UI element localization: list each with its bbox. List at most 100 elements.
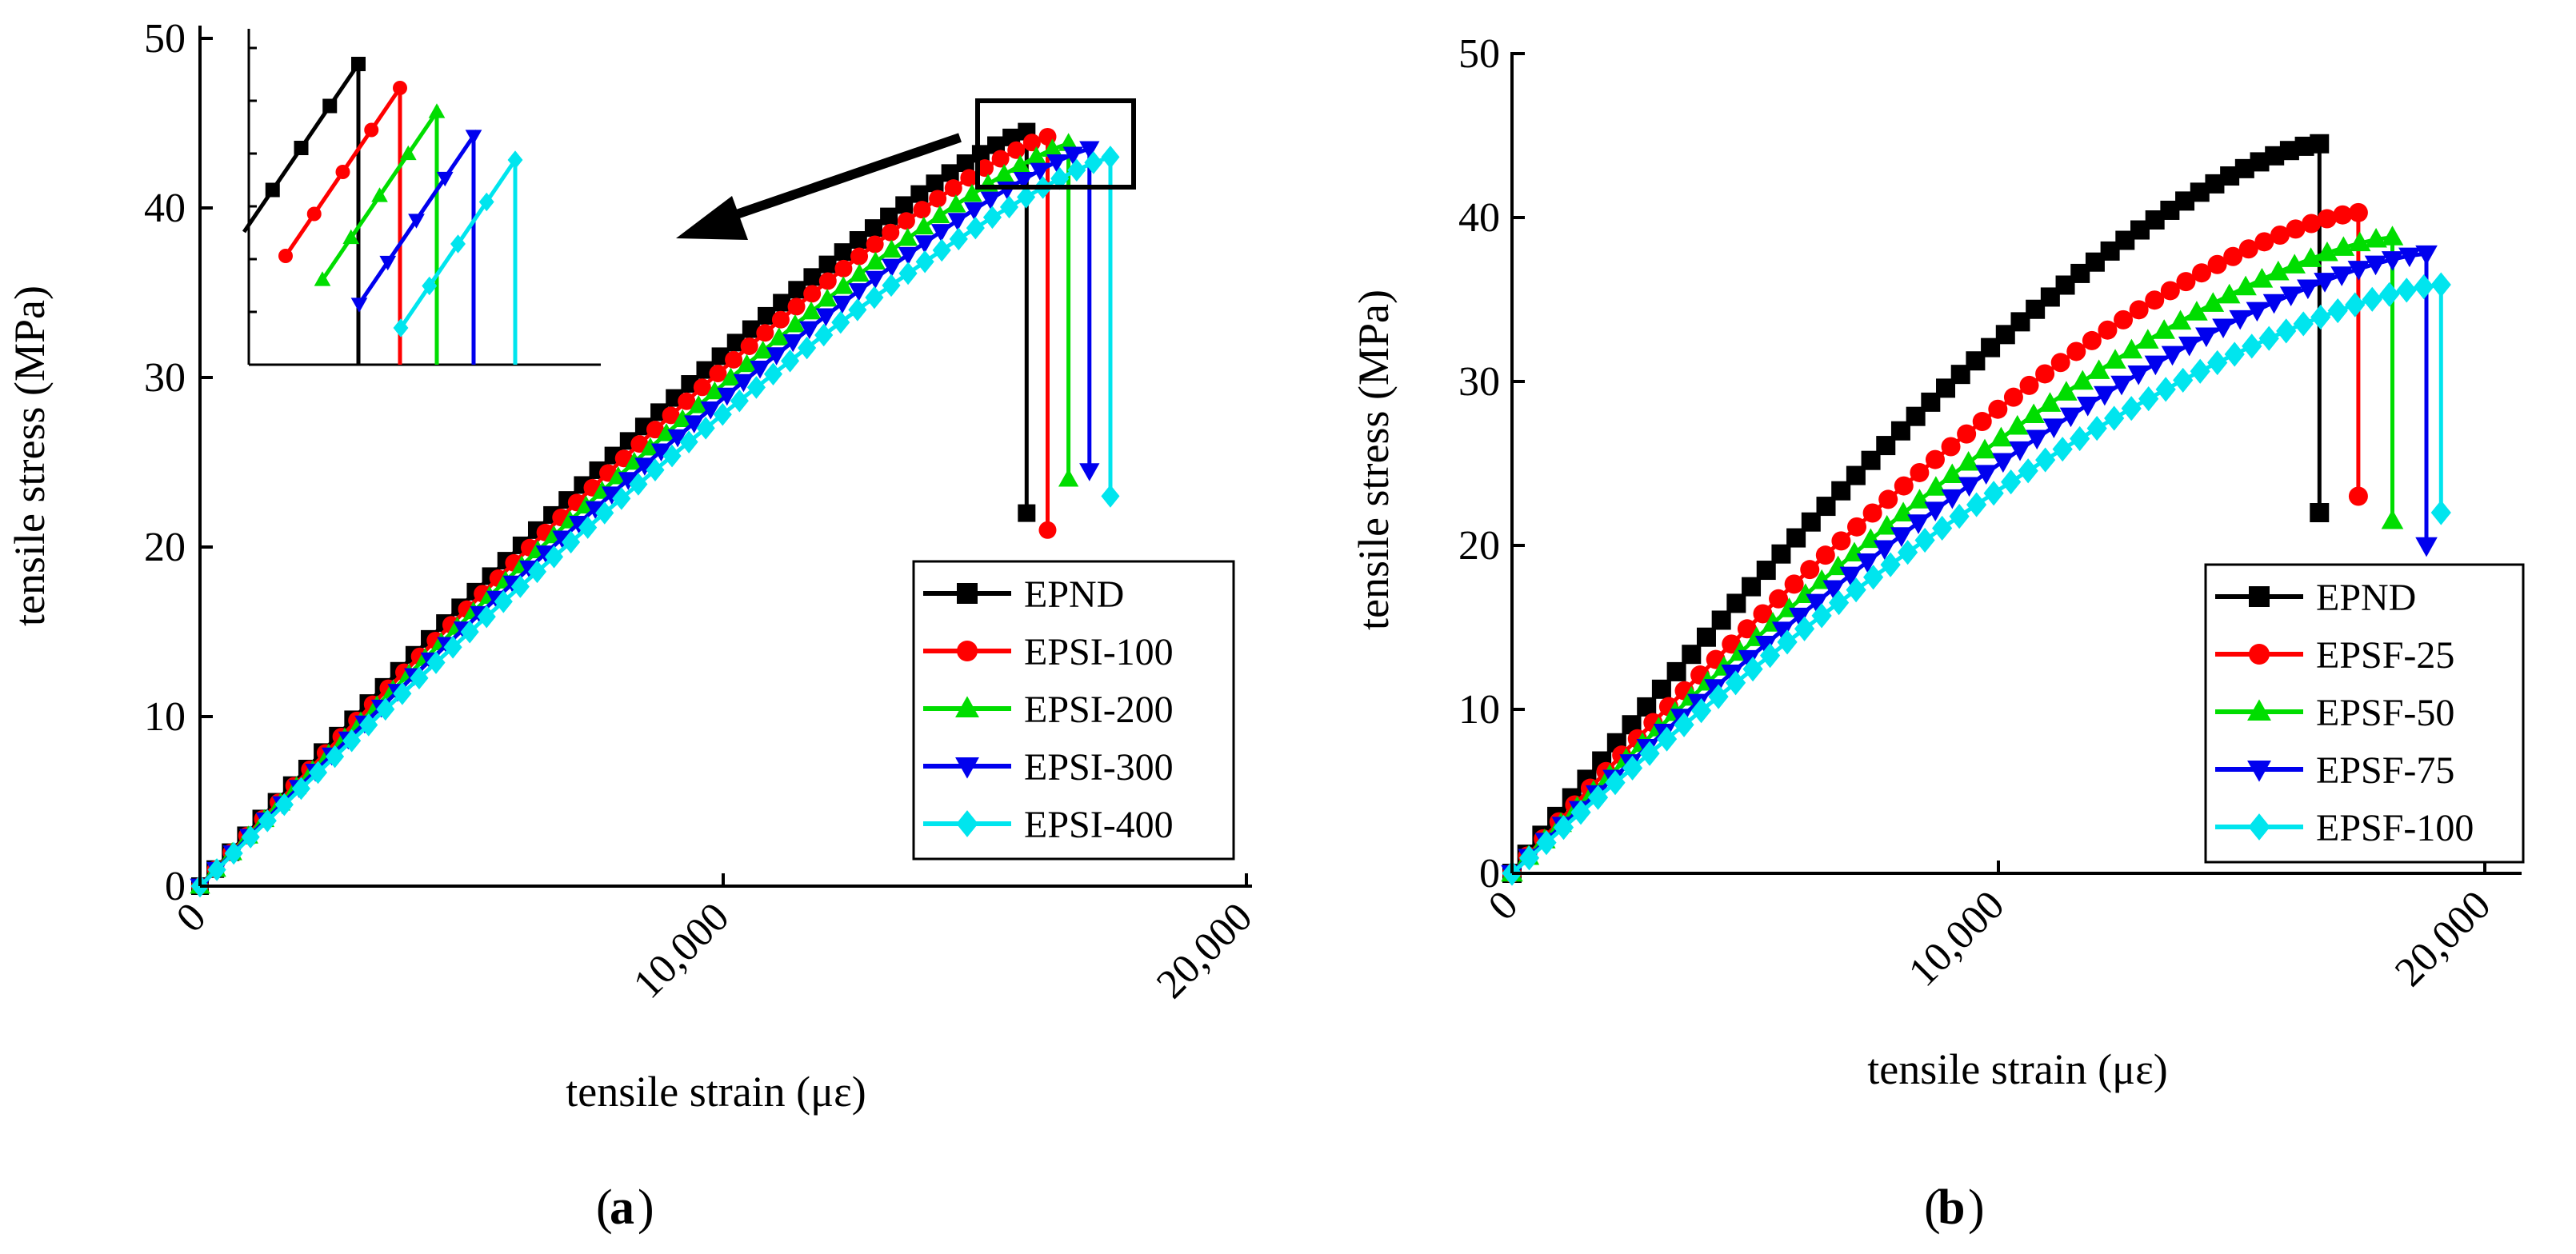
inset-series-epsi-100-point	[306, 206, 322, 222]
series-epsf-100-point	[1674, 712, 1694, 737]
series-epsf-25-point	[2302, 214, 2322, 234]
panel-a-y-ticks: 0 10 20 30 40 50	[144, 16, 213, 909]
panel-a-inset	[242, 29, 601, 366]
series-epsi-300-point	[568, 516, 590, 534]
series-epsi-100-point	[740, 337, 758, 355]
series-epnd-point	[788, 281, 806, 299]
series-epsf-25-point	[2254, 232, 2274, 252]
series-epsf-100-point	[2414, 274, 2434, 300]
series-epsf-25-point	[1847, 517, 1867, 537]
series-epsf-25-point	[1769, 589, 1789, 609]
series-epsi-400-point	[342, 729, 362, 753]
series-epsf-25-point	[2129, 300, 2149, 320]
series-epsi-100-point	[866, 235, 884, 254]
series-epsi-400-point	[443, 635, 462, 659]
series-epsf-75-point	[2076, 397, 2099, 417]
series-epsi-100-point	[1007, 141, 1026, 159]
panel-a-x-tick-label: 0	[168, 894, 215, 941]
series-epsf-75-point	[2178, 336, 2201, 357]
panel-a-zoom-box	[975, 98, 1136, 190]
series-epsf-25-point	[2050, 353, 2070, 373]
series-epsf-50-point	[2381, 226, 2404, 246]
panel-b-caption: ( b )	[1924, 1180, 1985, 1235]
series-epsf-25-point	[2160, 281, 2180, 301]
series-epsf-100-point	[1759, 643, 1781, 669]
series-epsf-100-point	[2396, 278, 2417, 303]
series-epsi-300-point	[832, 295, 853, 314]
series-epsi-100-point	[1022, 134, 1041, 152]
panel-a-x-label: tensile strain (με)	[566, 1068, 866, 1116]
series-epsf-75-point	[1941, 489, 1964, 509]
series-epsi-200-point	[994, 164, 1014, 182]
inset-series-epsi-100-point	[335, 165, 350, 179]
series-epsf-100-point	[2001, 469, 2022, 495]
series-epsf-75-point	[1806, 593, 1828, 614]
series-epnd-point	[1696, 627, 1716, 647]
panel-a-y-tick-label: 30	[144, 355, 186, 401]
series-epnd-point	[987, 136, 1006, 154]
series-epsf-50-point	[2202, 292, 2225, 312]
inset-series-epsi-200-point	[428, 103, 446, 118]
series-epsi-400-point	[258, 809, 277, 833]
series-epsi-400-point	[410, 666, 429, 690]
panel-a: 0 10 20 30 40 50 0 10,000 20,000 tensile stress…	[6, 16, 1261, 1235]
series-epsf-100-point	[1587, 785, 1609, 810]
series-epnd-point	[1711, 610, 1731, 630]
series-epsf-100-point	[1863, 565, 1884, 590]
series-epsi-100-point	[897, 212, 915, 230]
series-epsf-75-point	[1958, 477, 1981, 497]
series-epsi-200-point	[753, 340, 774, 359]
series-epsf-100-point	[1932, 515, 1953, 541]
series-epsf-100-point	[1949, 504, 1970, 529]
inset-series-epsi-200	[314, 103, 446, 365]
series-epsf-75-point	[2279, 286, 2302, 306]
inset-series-epsi-300-point	[350, 298, 368, 313]
series-epsf-50-point	[1925, 476, 1947, 496]
series-epsf-25-point	[2317, 209, 2337, 229]
series-epsf-50-point	[2087, 359, 2110, 379]
series-epsi-200-point	[704, 381, 725, 400]
series-epsi-400-point	[595, 501, 614, 525]
series-epnd-point	[895, 196, 914, 214]
series-epsi-100-point	[882, 223, 900, 242]
series-epsf-75-point	[1924, 501, 1946, 522]
series-epnd-point	[818, 255, 837, 274]
series-epsf-25-point	[1800, 560, 1820, 580]
series-epsi-400-point	[629, 473, 648, 496]
series-epsf-75-point	[1907, 514, 1930, 534]
series-epsf-75-point	[2262, 294, 2286, 314]
series-epsf-100-point	[2276, 318, 2297, 344]
series-epsi-100-point	[913, 201, 931, 219]
series-epsi-400-point	[1101, 146, 1120, 169]
series-epsf-50-point	[1974, 438, 1996, 459]
panel-b-x-tick-label: 20,000	[2386, 882, 2499, 995]
series-epsi-100-point	[834, 259, 853, 278]
series-epsi-300-point	[1046, 154, 1067, 173]
legend-label: EPSI-100	[1024, 631, 1174, 673]
series-epsf-25-point	[1941, 437, 1961, 457]
series-epsf-50-point	[2218, 283, 2241, 304]
panel-b-legend-entry: EPSF-50	[2215, 692, 2454, 734]
series-epsf-25-fracture-point	[2348, 486, 2368, 506]
series-epsi-100-point	[991, 150, 1010, 168]
series-epsf-50-point	[1941, 463, 1964, 484]
panel-a-caption-letter: a	[610, 1180, 634, 1235]
series-epsf-100-point	[2293, 311, 2314, 337]
series-epsi-300-point	[634, 457, 655, 476]
series-epsf-100-point	[1518, 845, 1540, 871]
series-epsi-300-point	[585, 501, 606, 520]
series-epsf-100-point	[1914, 527, 1935, 553]
svg-text:): )	[1968, 1180, 1985, 1235]
series-epsf-75-point	[1738, 649, 1761, 670]
series-epsf-75-point	[1839, 566, 1862, 587]
inset-series-epsi-400-line	[398, 153, 518, 365]
series-epsi-200-point	[769, 327, 790, 345]
series-epnd-point	[941, 164, 959, 182]
series-epsf-100-point	[1898, 540, 1918, 565]
series-epsi-200-point	[656, 423, 677, 441]
series-epsf-100-point	[1742, 657, 1763, 682]
panel-b-legend-entry: EPSF-75	[2215, 749, 2454, 792]
series-epsf-75-point	[2009, 441, 2031, 461]
panel-b-y-tick-label: 0	[1479, 851, 1500, 897]
series-epsf-25-point	[2223, 246, 2243, 266]
